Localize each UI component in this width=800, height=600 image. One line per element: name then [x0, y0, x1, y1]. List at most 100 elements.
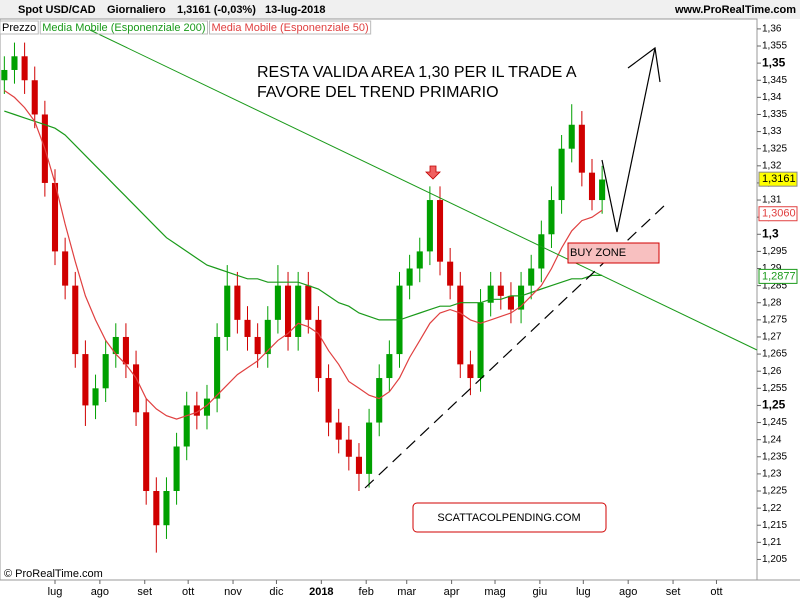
price-label: 1,3060	[762, 208, 796, 220]
candle-body	[62, 251, 69, 286]
candle-body	[477, 302, 484, 379]
candle-body	[406, 268, 413, 286]
candle-body	[173, 446, 180, 492]
candle-body	[315, 319, 322, 379]
legend-box	[209, 20, 372, 35]
candle-body	[366, 422, 373, 474]
x-tick-label: lug	[576, 586, 591, 598]
candle-body	[11, 56, 18, 70]
candle-body	[457, 285, 464, 365]
symbol: Spot USD/CAD	[18, 4, 96, 16]
candle-body	[497, 285, 504, 296]
watermark-box	[412, 502, 607, 533]
candle-body	[214, 336, 221, 399]
y-tick-label: 1,235	[762, 451, 787, 462]
candle-body	[193, 405, 200, 416]
candle-body	[31, 80, 38, 115]
buy-zone: BUY ZONE	[570, 247, 626, 259]
candle-body	[102, 354, 109, 389]
candle-body	[234, 285, 241, 320]
trendline-down	[89, 29, 758, 351]
y-tick-label: 1,265	[762, 349, 787, 360]
y-tick-label: 1,275	[762, 314, 787, 325]
x-tick-label: lug	[48, 586, 63, 598]
candle-body	[122, 336, 129, 365]
candle-body	[21, 56, 28, 81]
price-label: 1,3161	[762, 173, 796, 185]
x-tick-label: nov	[224, 586, 242, 598]
candle-body	[82, 354, 89, 406]
y-tick-label: 1,335	[762, 109, 787, 120]
y-tick-label: 1,245	[762, 417, 787, 428]
candle-body	[325, 378, 332, 423]
price-label: 1,2877	[762, 270, 796, 282]
arrow-head	[627, 46, 661, 83]
site: www.ProRealTime.com	[674, 4, 796, 16]
y-tick-label: 1,31	[762, 195, 782, 206]
y-tick-label: 1,225	[762, 486, 787, 497]
y-tick-label: 1,24	[762, 434, 782, 445]
top-marker	[425, 165, 441, 180]
candle-body	[335, 422, 342, 440]
y-tick-label: 1,285	[762, 280, 787, 291]
candle-body	[244, 319, 251, 337]
legend-box	[0, 20, 39, 35]
annotation-line: RESTA VALIDA AREA 1,30 PER IL TRADE A	[257, 64, 577, 81]
candle-body	[133, 364, 140, 413]
price-label-box	[758, 268, 798, 284]
legend-entry: Media Mobile (Esponenziale 50)	[212, 22, 369, 34]
y-tick-label: 1,215	[762, 520, 787, 531]
legend: Prezzo Media Mobile (Esponenziale 200) Med…	[0, 20, 372, 35]
last-price: 1,3161 (-0,03%)	[177, 4, 256, 16]
candle-body	[528, 268, 535, 286]
grid	[54, 28, 761, 584]
y-tick-label: 1,325	[762, 143, 787, 154]
header-bar	[0, 0, 800, 19]
y-tick-label: 1,32	[762, 160, 782, 171]
candle-body	[72, 285, 79, 355]
candle-body	[254, 336, 261, 355]
candle-body	[143, 412, 150, 492]
copyright: © ProRealTime.com	[4, 568, 103, 580]
y-tick-label: 1,355	[762, 41, 787, 52]
x-tick-label: ott	[710, 586, 722, 598]
y-tick-label: 1,28	[762, 297, 782, 308]
candle-body	[426, 200, 433, 252]
candle-body	[558, 148, 565, 201]
candle-body	[376, 378, 383, 423]
watermark: SCATTACOLPENDING.COM	[437, 512, 580, 524]
x-tick-label: ott	[182, 586, 194, 598]
candle-body	[112, 336, 119, 355]
candle-body	[1, 69, 8, 81]
candle-body	[355, 456, 362, 474]
y-tick-label: 1,21	[762, 537, 782, 548]
x-tick-label: set	[666, 586, 681, 598]
period: Giornaliero	[107, 4, 166, 16]
candle-body	[264, 319, 271, 355]
candle-body	[305, 285, 312, 320]
candle-body	[51, 182, 59, 252]
y-tick-label: 1,3	[762, 226, 779, 240]
candle-body	[436, 200, 444, 262]
candle-body	[538, 234, 545, 269]
candle-body	[518, 285, 525, 310]
y-tick-label: 1,345	[762, 75, 787, 86]
y-tick-label: 1,33	[762, 126, 782, 137]
candle-body	[295, 285, 302, 337]
y-tick-label: 1,205	[762, 554, 787, 565]
candle-body	[548, 200, 555, 235]
candle-body	[599, 179, 606, 201]
moving-average	[3, 90, 603, 420]
y-tick-label: 1,27	[762, 332, 782, 343]
y-tick-label: 1,34	[762, 92, 782, 103]
date: 13-lug-2018	[265, 4, 326, 16]
y-tick-label: 1,35	[762, 55, 786, 69]
candle-body	[183, 405, 190, 447]
legend-entry: Prezzo	[2, 22, 36, 34]
y-tick-label: 1,255	[762, 383, 787, 394]
candle-body	[163, 491, 170, 526]
moving-average	[4, 110, 603, 321]
candle-body	[92, 388, 99, 406]
candle-body	[274, 285, 281, 320]
